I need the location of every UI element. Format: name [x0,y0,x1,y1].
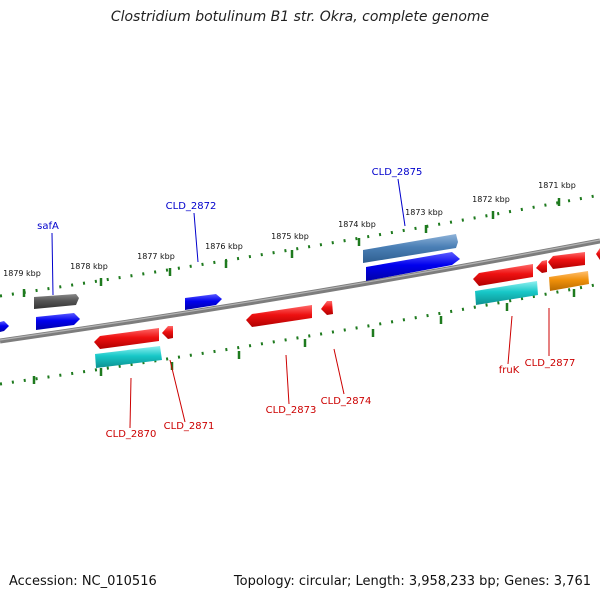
feature-cyan-fruK[interactable] [475,281,538,305]
scale-label: 1871 kbp [538,181,576,190]
genome-backbone-highlight [0,239,600,341]
reverse-features [94,248,600,368]
scale-label: 1875 kbp [271,232,309,241]
feature-cds-fruK[interactable] [473,264,533,286]
feature-rna-CLD_2875[interactable] [363,234,458,263]
gene-label-CLD_2875: CLD_2875 [372,167,423,178]
feature-cds-small[interactable] [536,260,547,273]
feature-cds-edge[interactable] [0,321,9,332]
feature-gray[interactable] [34,294,79,309]
gene-label-CLD_2870: CLD_2870 [106,429,157,440]
gene-label-CLD_2877: CLD_2877 [525,358,576,369]
gene-label-safA: safA [37,221,59,232]
feature-cds-edge-right[interactable] [596,248,600,260]
scale-label: 1876 kbp [205,242,243,251]
feature-cds-safA[interactable] [36,313,80,330]
map-title: Clostridium botulinum B1 str. Okra, comp… [110,9,490,25]
gene-label-CLD_2871: CLD_2871 [164,421,215,432]
scale-label: 1879 kbp [3,269,41,278]
gene-label-CLD_2873: CLD_2873 [266,405,317,416]
outer-major-ticks [22,198,561,297]
feature-orange-CLD_2877[interactable] [549,271,589,291]
genome-summary-text: Topology: circular; Length: 3,958,233 bp… [233,574,591,589]
gene-label-CLD_2874: CLD_2874 [321,396,372,407]
feature-cds-CLD_2871[interactable] [162,326,173,339]
feature-cds-CLD_2870[interactable] [94,328,159,349]
inner-tick-ring [0,282,600,386]
forward-features [0,234,460,332]
gene-label-fruK: fruK [499,365,520,376]
inner-major-ticks [32,289,576,384]
feature-cds-CLD_2873[interactable] [246,305,312,327]
feature-cds-CLD_2874[interactable] [321,301,333,315]
gene-label-CLD_2872: CLD_2872 [166,201,217,212]
scale-label: 1873 kbp [405,208,443,217]
scale-labels: 1879 kbp 1878 kbp 1877 kbp 1876 kbp 1875… [3,181,576,278]
scale-label: 1878 kbp [70,262,108,271]
accession-text: Accession: NC_010516 [9,574,157,589]
genome-backbone [0,238,600,344]
scale-label: 1877 kbp [137,252,175,261]
scale-label: 1872 kbp [472,195,510,204]
feature-cds-CLD_2877[interactable] [548,252,585,269]
outer-tick-ring [0,193,600,298]
gene-labels: safA CLD_2872 CLD_2875 CLD_2870 CLD_2871… [37,167,575,440]
feature-cds-CLD_2875[interactable] [366,252,460,281]
feature-cds-CLD_2872[interactable] [185,294,222,310]
label-connectors [51,178,550,429]
scale-label: 1874 kbp [338,220,376,229]
feature-cyan-CLD_2870[interactable] [95,346,162,368]
